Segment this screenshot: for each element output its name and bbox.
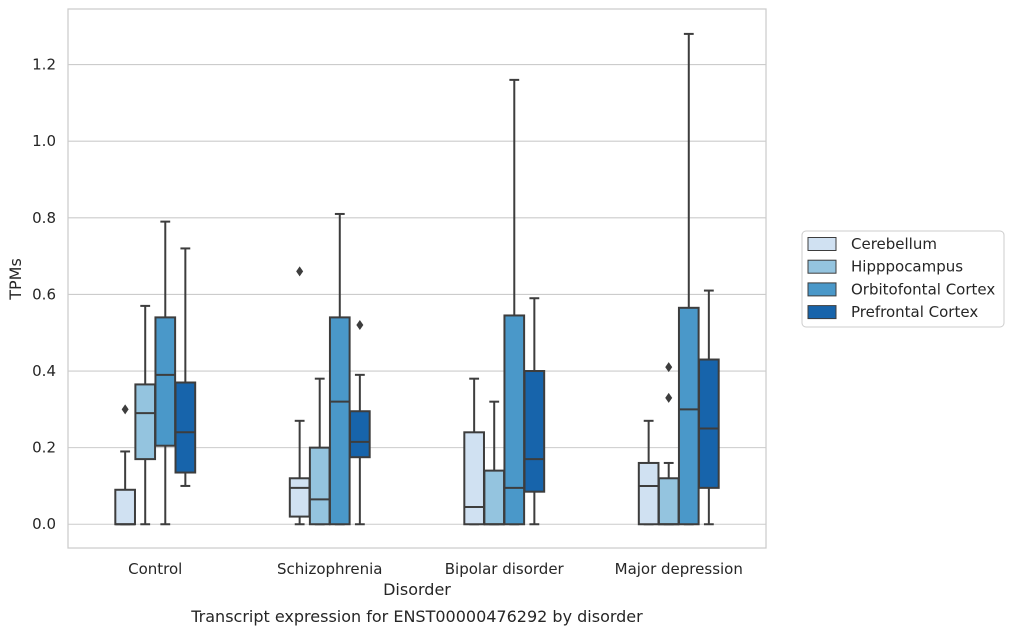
box-3	[637, 419, 660, 526]
legend-item: Orbitofontal Cortex	[807, 280, 995, 298]
x-tick-label: Major depression	[615, 560, 743, 578]
grid-lines	[68, 63, 766, 525]
y-tick-label: 0.6	[32, 285, 56, 303]
legend-swatch	[807, 237, 837, 251]
box-0	[114, 404, 136, 526]
legend-label: Cerebellum	[851, 235, 937, 253]
box-body	[288, 477, 311, 518]
box-2	[483, 400, 506, 526]
box-0	[174, 247, 197, 487]
legend-label: Prefrontal Cortex	[851, 303, 978, 321]
legend: Cerebellum Hipppocampus Orbitofontal Corte…	[801, 230, 1005, 328]
box-body	[114, 488, 136, 526]
outlier-point	[356, 320, 364, 331]
outlier-point	[121, 404, 129, 415]
x-tick-label: Bipolar disorder	[445, 560, 565, 578]
legend-label: Hipppocampus	[851, 258, 963, 276]
box-1	[308, 377, 331, 526]
box-1	[328, 212, 351, 526]
box-2	[523, 297, 546, 526]
legend-item: Hipppocampus	[807, 258, 963, 276]
y-tick-label: 0.4	[32, 362, 56, 380]
box-3	[698, 289, 720, 526]
box-3	[657, 362, 680, 526]
legend-frame	[801, 230, 1005, 328]
box-body	[698, 358, 720, 489]
box-3	[677, 32, 700, 526]
box-body	[154, 316, 177, 447]
box-1	[288, 266, 311, 526]
legend-swatch	[807, 282, 837, 297]
x-tick-label: Schizophrenia	[277, 560, 382, 578]
box-body	[503, 314, 526, 526]
outlier-point	[296, 266, 304, 277]
x-tick-labels: Control Schizophrenia Bipolar disorder Majo…	[128, 560, 743, 578]
box-0	[154, 220, 177, 526]
series-cerebellum	[114, 266, 660, 526]
y-tick-label: 1.0	[32, 132, 56, 150]
box-0	[134, 304, 157, 526]
box-body	[134, 383, 157, 461]
x-tick-label: Control	[128, 560, 182, 578]
series-orbitofontal-cortex	[154, 32, 700, 526]
y-tick-label: 0.0	[32, 515, 56, 533]
y-tick-label: 1.2	[32, 56, 56, 74]
box-body	[483, 469, 506, 526]
legend-label: Orbitofontal Cortex	[851, 280, 995, 298]
box-2	[463, 377, 485, 526]
box-body	[308, 446, 331, 526]
box-body	[463, 431, 485, 526]
y-tick-label: 0.2	[32, 439, 56, 457]
legend-swatch	[807, 305, 837, 320]
box-1	[349, 320, 371, 526]
legend-item: Prefrontal Cortex	[807, 303, 978, 321]
box-2	[503, 78, 526, 526]
box-body	[523, 370, 546, 493]
legend-swatch	[807, 259, 837, 274]
box-body	[349, 410, 371, 459]
legend-item: Cerebellum	[807, 235, 937, 253]
y-tick-labels: 0.0 0.2 0.4 0.6 0.8 1.0 1.2	[32, 56, 56, 534]
box-body	[677, 306, 700, 526]
box-body	[657, 477, 680, 526]
series-prefrontal-cortex	[174, 247, 720, 526]
y-axis-label: TPMs	[6, 258, 25, 301]
box-series	[114, 32, 720, 526]
box-body	[174, 381, 197, 474]
series-hipppocampus	[134, 304, 680, 526]
outlier-point	[665, 362, 673, 373]
outlier-point	[665, 392, 673, 403]
plot-area	[67, 8, 767, 549]
y-tick-label: 0.8	[32, 209, 56, 227]
box-body	[637, 461, 660, 526]
chart-caption: Transcript expression for ENST0000047629…	[190, 607, 643, 626]
x-axis-label: Disorder	[383, 580, 451, 599]
box-body	[328, 316, 351, 526]
